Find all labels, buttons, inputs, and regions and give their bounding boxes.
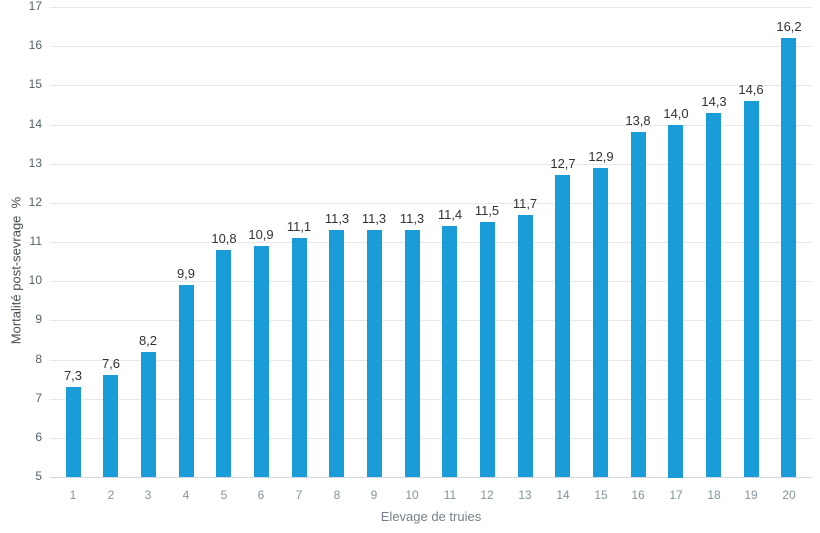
x-axis-line [50, 477, 812, 478]
x-tick-label: 13 [518, 488, 532, 502]
gridline [50, 164, 812, 165]
gridline [50, 203, 812, 204]
gridline [50, 242, 812, 243]
bar [405, 230, 420, 477]
x-tick-label: 19 [744, 488, 758, 502]
y-tick-label: 7 [35, 391, 42, 405]
bar [66, 387, 81, 477]
bar-value-label: 7,6 [101, 356, 121, 371]
x-tick-label: 5 [220, 488, 228, 502]
bar-value-label: 14,0 [663, 106, 689, 121]
x-tick-label: 17 [669, 488, 683, 502]
y-tick-label: 6 [35, 430, 42, 444]
bar [631, 132, 646, 477]
gridline [50, 7, 812, 8]
bar-value-label: 7,3 [63, 368, 83, 383]
bar-value-label: 9,9 [176, 266, 196, 281]
y-tick-label: 14 [28, 117, 42, 131]
x-tick-label: 20 [782, 488, 796, 502]
bar [216, 250, 231, 477]
x-tick-label: 9 [370, 488, 378, 502]
x-tick-label: 10 [405, 488, 419, 502]
x-tick-label: 15 [594, 488, 608, 502]
bar-value-label: 11,3 [324, 211, 350, 226]
bar-value-label: 11,4 [437, 207, 463, 222]
bar [668, 125, 683, 478]
x-tick-label: 1 [69, 488, 77, 502]
gridline [50, 125, 812, 126]
y-tick-label: 5 [35, 469, 42, 483]
bar-value-label: 14,3 [701, 94, 727, 109]
bar [442, 226, 457, 477]
bar [518, 215, 533, 477]
x-tick-label: 6 [257, 488, 265, 502]
y-tick-label: 13 [28, 156, 42, 170]
bar-value-label: 10,9 [248, 227, 274, 242]
gridline [50, 46, 812, 47]
gridline [50, 438, 812, 439]
gridline [50, 399, 812, 400]
y-tick-label: 9 [35, 312, 42, 326]
bar [179, 285, 194, 477]
gridline [50, 281, 812, 282]
bar [480, 222, 495, 477]
x-tick-label: 18 [707, 488, 721, 502]
x-axis-title: Elevage de truies [380, 509, 482, 524]
y-tick-label: 16 [28, 38, 42, 52]
y-tick-label: 17 [28, 0, 42, 13]
y-tick-label: 11 [29, 234, 42, 248]
x-tick-label: 11 [443, 488, 457, 502]
bar-value-label: 11,7 [512, 196, 538, 211]
x-tick-label: 14 [556, 488, 570, 502]
y-tick-label: 12 [28, 195, 42, 209]
bar [706, 113, 721, 477]
bar-value-label: 11,3 [361, 211, 387, 226]
bar-value-label: 16,2 [776, 19, 802, 34]
bar-value-label: 11,1 [286, 219, 312, 234]
bar [141, 352, 156, 477]
x-tick-label: 4 [182, 488, 190, 502]
y-tick-label: 8 [35, 352, 42, 366]
bar [555, 175, 570, 477]
bar [781, 38, 796, 477]
x-tick-label: 16 [631, 488, 645, 502]
bar [744, 101, 759, 477]
gridline [50, 85, 812, 86]
bar-value-label: 12,9 [588, 149, 614, 164]
x-tick-label: 7 [295, 488, 303, 502]
bar [292, 238, 307, 477]
x-tick-label: 8 [333, 488, 341, 502]
gridline [50, 360, 812, 361]
bar-value-label: 13,8 [625, 113, 651, 128]
bar-value-label: 8,2 [138, 333, 158, 348]
x-tick-label: 2 [107, 488, 115, 502]
x-tick-label: 3 [144, 488, 152, 502]
y-tick-label: 10 [28, 273, 42, 287]
bar [103, 375, 118, 477]
bar [254, 246, 269, 477]
bar-value-label: 14,6 [738, 82, 764, 97]
bar-value-label: 10,8 [211, 231, 237, 246]
bar [593, 168, 608, 477]
bar [367, 230, 382, 477]
x-tick-label: 12 [480, 488, 494, 502]
bar-value-label: 12,7 [550, 156, 576, 171]
bar [329, 230, 344, 477]
gridline [50, 320, 812, 321]
bar-value-label: 11,3 [399, 211, 425, 226]
y-tick-label: 15 [28, 77, 42, 91]
bar-value-label: 11,5 [474, 203, 500, 218]
